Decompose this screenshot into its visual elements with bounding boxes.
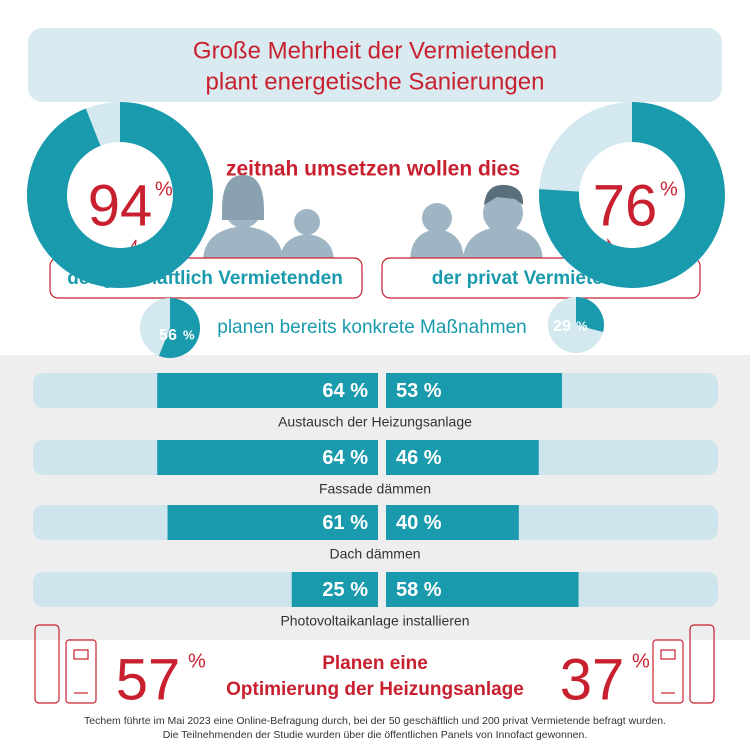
optimization-value: 57 [116,647,181,712]
bar-value: 53 % [396,380,442,402]
bar [386,373,562,408]
bar [386,440,539,475]
category-label: Photovoltaikanlage installieren [280,613,469,629]
category-label: Dach dämmen [329,546,420,562]
unit: % [183,327,195,342]
people-icon [203,175,543,262]
donut-value: 56 [159,327,177,344]
bar-value: 40 % [396,512,442,534]
concrete-label: planen bereits konkrete Maßnahmen [217,317,526,338]
bar [167,505,378,540]
unit: % [188,650,206,672]
donut-segment [158,298,200,358]
donut-segment [27,102,213,288]
donut-value: 76 [593,173,658,238]
bar-value: 64 % [322,380,368,402]
bar [157,373,378,408]
optimization-text: Optimierung der Heizungsanlage [226,679,524,700]
unit: % [632,650,650,672]
title-box [28,28,722,102]
category-label: Austausch der Heizungsanlage [278,414,472,430]
headline: zeitnah umsetzen wollen dies [226,158,520,181]
donut-value: 29 [553,318,571,335]
category-label: Fassade dämmen [319,481,431,497]
bar [386,505,519,540]
donut-segment [574,297,604,332]
heating-icon [34,624,715,704]
title: Große Mehrheit der Vermietenden [193,37,557,64]
donut-segment [539,102,725,288]
title: plant energetische Sanierungen [206,68,545,95]
bar [386,572,579,607]
bar [291,572,378,607]
unit: % [155,178,173,200]
unit: % [576,318,588,333]
bar-value: 64 % [322,447,368,469]
footnote: Techem führte im Mai 2023 eine Online-Be… [84,715,666,727]
bar-value: 61 % [322,512,368,534]
optimization-value: 37 [560,647,625,712]
optimization-text: Planen eine [322,653,428,674]
bar [157,440,378,475]
donut-value: 94 [88,173,153,238]
bar-value: 58 % [396,579,442,601]
unit: % [660,178,678,200]
bar-value: 46 % [396,447,442,469]
bar-value: 25 % [322,579,368,601]
footnote: Die Teilnehmenden der Studie wurden über… [163,729,588,741]
